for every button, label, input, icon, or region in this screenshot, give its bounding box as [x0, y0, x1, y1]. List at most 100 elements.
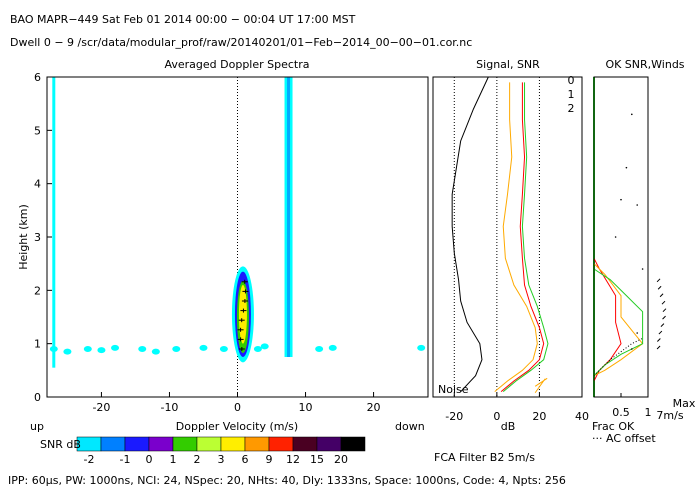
spectra-xtick-label: 0 [234, 401, 241, 414]
wind-barb [660, 294, 663, 297]
noise-label: Noise [438, 383, 469, 396]
snr-xlabel: dB [501, 420, 516, 433]
ac-offset-dot [620, 199, 622, 201]
snr-xtick-label: -20 [445, 410, 463, 423]
snr-series-noise [452, 77, 488, 392]
clutter-blob [138, 346, 146, 352]
clutter-blob [220, 346, 228, 352]
winds-title: OK SNR,Winds [605, 58, 684, 71]
spectra-ytick-label: 4 [34, 178, 41, 191]
ac-offset-curve [594, 338, 643, 375]
ac-offset-dot [642, 268, 644, 270]
max-wind-value: 7m/s [656, 409, 683, 422]
spectra-title: Averaged Doppler Spectra [164, 58, 309, 71]
spectra-ytick-label: 6 [34, 71, 41, 84]
snr-frame [433, 77, 582, 397]
colorbar-tick-label: 0 [146, 453, 153, 466]
colorbar-swatch [341, 437, 365, 451]
clutter-blob [315, 346, 323, 352]
spectra-xtick-label: -10 [160, 401, 178, 414]
spectra-ytick-label: 0 [34, 391, 41, 404]
fca-filter-note: FCA Filter B2 5m/s [434, 451, 535, 464]
ac-offset-dot [636, 332, 638, 334]
snr-legend-0: 0 [568, 74, 575, 87]
colorbar-tick-label: 15 [310, 453, 324, 466]
colorbar-swatch [149, 437, 173, 451]
colorbar-swatch [221, 437, 245, 451]
profiler-figure: BAO MAPR−449 Sat Feb 01 2014 00:00 − 00:… [0, 0, 700, 500]
clutter-blob [111, 345, 119, 351]
clutter-column [52, 77, 55, 368]
echo-core [239, 285, 247, 344]
header-title: BAO MAPR−449 Sat Feb 01 2014 00:00 − 00:… [10, 13, 356, 26]
ac-offset-label: ··· AC offset [592, 432, 656, 445]
snr-series-beam-1 [495, 82, 538, 391]
ac-offset-dot [631, 114, 633, 116]
spectra-ytick-label: 3 [34, 231, 41, 244]
colorbar-tick-label: 2 [194, 453, 201, 466]
colorbar-swatch [269, 437, 293, 451]
wind-barb [657, 339, 660, 342]
wind-barb [657, 346, 660, 349]
header-dwell: Dwell 0 − 9 /scr/data/modular_prof/raw/2… [10, 36, 472, 49]
colorbar-tick-label: 12 [286, 453, 300, 466]
colorbar-swatch [125, 437, 149, 451]
doppler-spectra-panel: -20 -10 0 10 20 0 1 2 3 4 5 6 Height (km) [17, 71, 428, 414]
colorbar-tick-label: 6 [242, 453, 249, 466]
spectra-xlabel: Doppler Velocity (m/s) [176, 420, 298, 433]
wind-barb [658, 286, 661, 289]
spectra-ytick-label: 2 [34, 284, 41, 297]
snr-title: Signal, SNR [476, 58, 540, 71]
snr-xtick-label: 40 [575, 410, 589, 423]
colorbar-swatch [245, 437, 269, 451]
winds-xtick-label: 1 [645, 406, 652, 419]
snr-xtick-label: 20 [532, 410, 546, 423]
clutter-blob [329, 345, 337, 351]
clutter-blob [63, 349, 71, 355]
snr-x-marker [535, 378, 547, 392]
clutter-blob [84, 346, 92, 352]
clutter-blob [254, 346, 262, 352]
colorbar-swatch [317, 437, 341, 451]
clutter-blob [199, 345, 207, 351]
spectra-ytick-label: 1 [34, 338, 41, 351]
spectra-ylabel: Height (km) [17, 204, 30, 270]
colorbar-swatch [101, 437, 125, 451]
colorbar-swatch [197, 437, 221, 451]
wind-barb [662, 301, 665, 304]
winds-frame [594, 77, 648, 397]
wind-barb [663, 316, 666, 319]
wind-barb [659, 331, 662, 334]
ac-offset-dot [626, 167, 628, 169]
spectra-xtick-label: 10 [299, 401, 313, 414]
spectra-xtick-label: 20 [367, 401, 381, 414]
colorbar-tick-label: -2 [84, 453, 95, 466]
snr-colorbar: -2 -1 0 1 2 3 6 9 12 15 20 [77, 437, 365, 466]
frac-ok-beam-1 [594, 264, 643, 376]
clutter-blob [261, 343, 269, 349]
spectra-xtick-label: -20 [92, 401, 110, 414]
colorbar-swatch [293, 437, 317, 451]
wind-barb [661, 324, 664, 327]
snr-xtick-label: 0 [493, 410, 500, 423]
colorbar-tick-label: 3 [218, 453, 225, 466]
down-label: down [395, 420, 425, 433]
colorbar-tick-label: 9 [266, 453, 273, 466]
wind-barb [657, 279, 660, 282]
ac-offset-dot [615, 236, 617, 238]
frac-ok-beam-2 [594, 269, 643, 376]
clutter-blob [172, 346, 180, 352]
winds-xtick-label: 0.5 [612, 406, 630, 419]
colorbar-tick-label: 1 [170, 453, 177, 466]
colorbar-swatch [173, 437, 197, 451]
clutter-blob [50, 346, 58, 352]
interference-line [287, 77, 290, 357]
clutter-blob [97, 347, 105, 353]
clutter-blob [417, 345, 425, 351]
clutter-blob [152, 349, 160, 355]
wind-barb [663, 309, 666, 312]
colorbar-tick-label: -1 [120, 453, 131, 466]
snr-legend-1: 1 [568, 88, 575, 101]
